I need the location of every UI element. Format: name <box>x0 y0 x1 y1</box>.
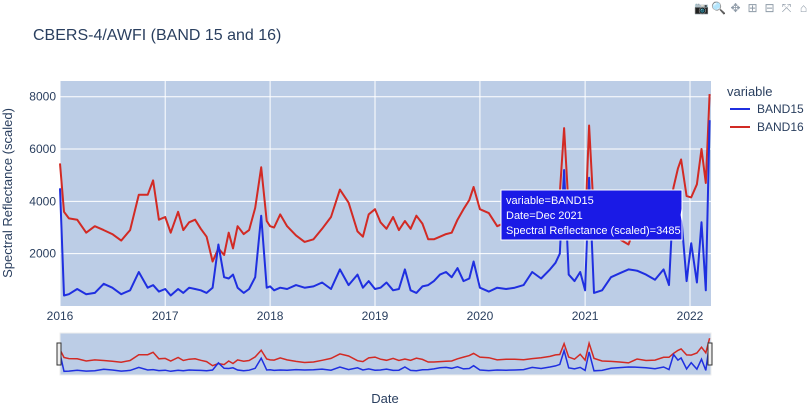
range-slider-handle-left[interactable] <box>56 342 62 366</box>
legend-label-band15: BAND15 <box>757 102 804 116</box>
y-tick-2000: 2000 <box>29 247 56 261</box>
hover-line-variable: variable=BAND15 <box>506 195 594 207</box>
legend-item-band16[interactable]: BAND16 <box>730 120 804 134</box>
x-ticks: 2016 2017 2018 2019 2020 2021 2022 <box>47 309 704 323</box>
x-tick-2019: 2019 <box>362 309 389 323</box>
hover-arrow <box>680 208 683 221</box>
y-tick-8000: 8000 <box>29 90 56 104</box>
zoom-icon[interactable]: 🔍 <box>711 1 726 15</box>
x-tick-2021: 2021 <box>572 309 599 323</box>
x-tick-2016: 2016 <box>47 309 74 323</box>
series-line-band15 <box>59 120 711 297</box>
autoscale-icon[interactable]: ⤧ <box>781 0 792 15</box>
modebar: 📷 🔍 ✥ ⊞ ⊟ ⤧ ⌂ <box>693 0 812 16</box>
hover-box <box>500 189 683 241</box>
camera-icon[interactable]: 📷 <box>694 1 709 15</box>
legend-title: variable <box>727 84 773 99</box>
x-axis-label: Date <box>371 391 398 404</box>
reset-axes-icon[interactable]: ⌂ <box>799 1 808 15</box>
x-tick-2017: 2017 <box>152 309 179 323</box>
range-slider-handle-right[interactable] <box>707 342 713 366</box>
legend-item-band15[interactable]: BAND15 <box>730 102 804 116</box>
zoom-in-icon[interactable]: ⊞ <box>747 1 758 15</box>
y-tick-6000: 6000 <box>29 142 56 156</box>
hover-line-date: Date=Dec 2021 <box>506 210 583 222</box>
range-slider-line-band16 <box>59 338 711 367</box>
x-tick-2020: 2020 <box>467 309 494 323</box>
x-tick-2018: 2018 <box>257 309 284 323</box>
hover-line-value: Spectral Reflectance (scaled)=3485 <box>506 225 681 237</box>
range-slider-line-band15 <box>59 342 711 373</box>
y-ticks: 2000 4000 6000 8000 <box>29 90 56 261</box>
y-tick-4000: 4000 <box>29 194 56 208</box>
pan-icon[interactable]: ✥ <box>730 1 741 15</box>
x-tick-2022: 2022 <box>677 309 704 323</box>
zoom-out-icon[interactable]: ⊟ <box>764 1 775 15</box>
y-axis-label: Spectral Reflectance (scaled) <box>0 108 15 278</box>
chart-title: CBERS-4/AWFI (BAND 15 and 16) <box>33 27 281 44</box>
hover-tooltip: variable=BAND15 Date=Dec 2021 Spectral R… <box>500 189 683 241</box>
range-slider-lines <box>59 338 711 373</box>
legend-label-band16: BAND16 <box>757 120 804 134</box>
